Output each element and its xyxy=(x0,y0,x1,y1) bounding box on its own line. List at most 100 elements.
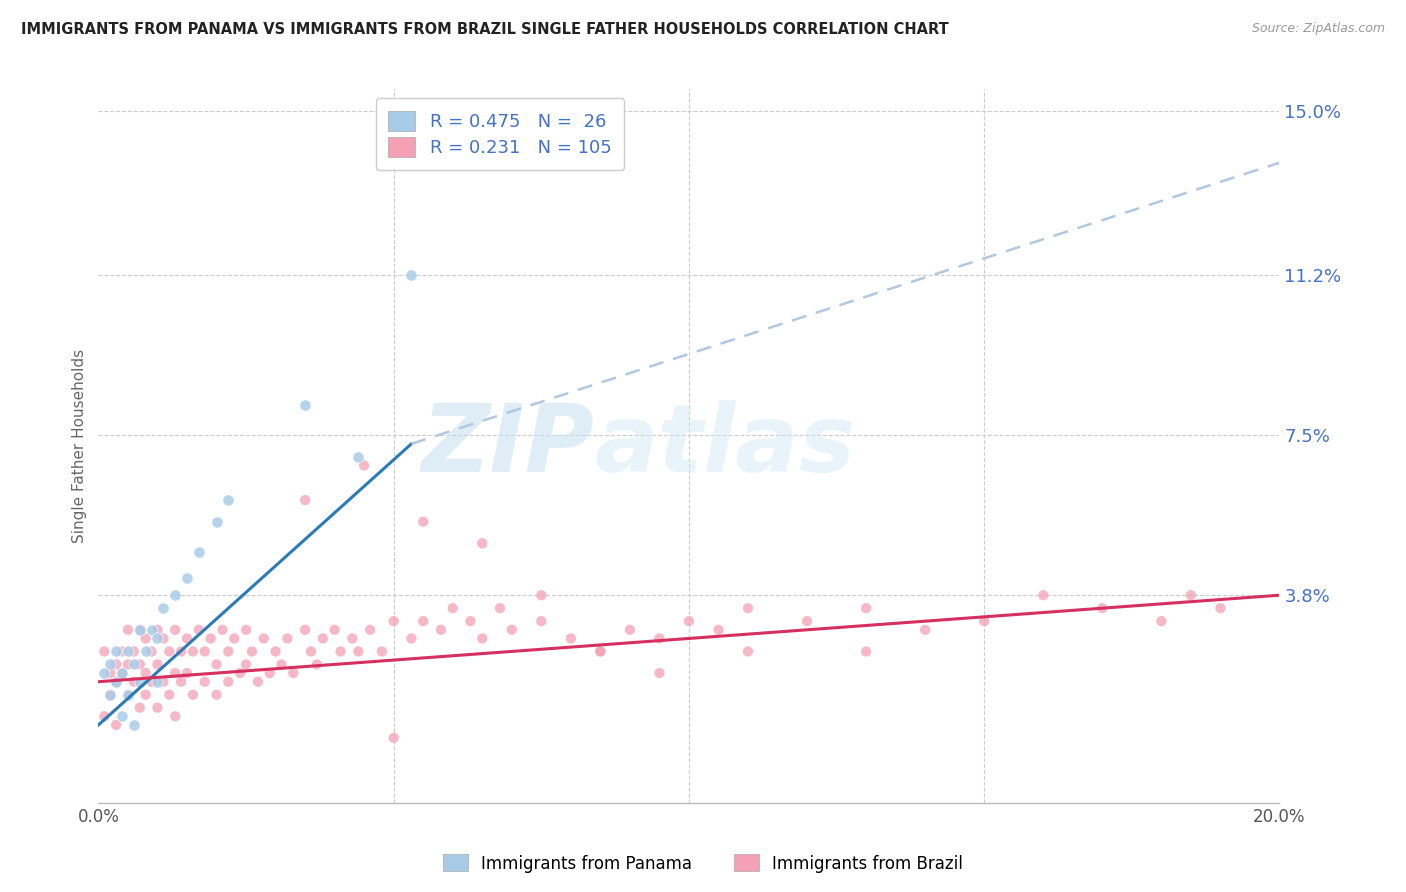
Point xyxy=(1209,601,1232,615)
Text: IMMIGRANTS FROM PANAMA VS IMMIGRANTS FROM BRAZIL SINGLE FATHER HOUSEHOLDS CORREL: IMMIGRANTS FROM PANAMA VS IMMIGRANTS FRO… xyxy=(21,22,949,37)
Point xyxy=(217,493,239,508)
Point xyxy=(707,623,730,637)
Point xyxy=(471,632,494,646)
Point xyxy=(111,666,134,681)
Point xyxy=(111,709,134,723)
Point xyxy=(187,623,209,637)
Point xyxy=(135,666,157,681)
Point xyxy=(1180,588,1202,602)
Point xyxy=(128,623,150,637)
Point xyxy=(111,644,134,658)
Point xyxy=(1091,601,1114,615)
Point xyxy=(973,614,995,628)
Point xyxy=(347,450,370,464)
Point xyxy=(678,614,700,628)
Point xyxy=(152,674,174,689)
Point xyxy=(146,623,169,637)
Point xyxy=(353,458,375,473)
Point xyxy=(401,268,423,282)
Point xyxy=(93,666,115,681)
Point xyxy=(146,657,169,672)
Point xyxy=(205,515,228,529)
Point xyxy=(796,614,818,628)
Point xyxy=(460,614,482,628)
Point xyxy=(170,644,193,658)
Legend: R = 0.475   N =  26, R = 0.231   N = 105: R = 0.475 N = 26, R = 0.231 N = 105 xyxy=(375,98,624,169)
Point xyxy=(283,666,305,681)
Point xyxy=(117,688,139,702)
Point xyxy=(471,536,494,550)
Point xyxy=(128,700,150,714)
Text: atlas: atlas xyxy=(595,400,856,492)
Point xyxy=(737,644,759,658)
Point xyxy=(412,614,434,628)
Point xyxy=(122,657,145,672)
Point xyxy=(176,571,198,585)
Point xyxy=(111,666,134,681)
Point xyxy=(229,666,252,681)
Point xyxy=(122,718,145,732)
Point xyxy=(648,632,671,646)
Point xyxy=(200,632,222,646)
Point xyxy=(489,601,512,615)
Point xyxy=(98,666,121,681)
Point xyxy=(165,588,187,602)
Point xyxy=(401,632,423,646)
Point xyxy=(224,632,246,646)
Point xyxy=(122,644,145,658)
Point xyxy=(181,688,204,702)
Point xyxy=(152,632,174,646)
Point xyxy=(855,644,877,658)
Text: Source: ZipAtlas.com: Source: ZipAtlas.com xyxy=(1251,22,1385,36)
Point xyxy=(176,666,198,681)
Point xyxy=(305,657,328,672)
Point xyxy=(194,644,217,658)
Point xyxy=(152,601,174,615)
Point xyxy=(205,688,228,702)
Point xyxy=(240,644,263,658)
Point xyxy=(105,718,128,732)
Point xyxy=(98,688,121,702)
Point xyxy=(117,657,139,672)
Point xyxy=(141,674,163,689)
Point xyxy=(165,666,187,681)
Point xyxy=(342,632,364,646)
Point xyxy=(157,644,180,658)
Text: ZIP: ZIP xyxy=(422,400,595,492)
Point xyxy=(530,588,553,602)
Point xyxy=(122,674,145,689)
Point xyxy=(412,515,434,529)
Point xyxy=(128,657,150,672)
Point xyxy=(165,709,187,723)
Y-axis label: Single Father Households: Single Father Households xyxy=(72,349,87,543)
Point xyxy=(135,688,157,702)
Point xyxy=(157,688,180,702)
Point xyxy=(264,644,287,658)
Point xyxy=(117,623,139,637)
Point xyxy=(1032,588,1054,602)
Point xyxy=(737,601,759,615)
Point xyxy=(359,623,381,637)
Point xyxy=(217,674,239,689)
Point xyxy=(382,614,405,628)
Point xyxy=(93,709,115,723)
Point xyxy=(382,731,405,745)
Point xyxy=(648,666,671,681)
Point xyxy=(589,644,612,658)
Point xyxy=(276,632,298,646)
Point xyxy=(347,644,370,658)
Point xyxy=(235,623,257,637)
Point xyxy=(181,644,204,658)
Point xyxy=(128,674,150,689)
Point xyxy=(560,632,582,646)
Point xyxy=(194,674,217,689)
Point xyxy=(270,657,292,672)
Point xyxy=(530,614,553,628)
Point xyxy=(128,623,150,637)
Point xyxy=(246,674,269,689)
Point xyxy=(105,674,128,689)
Point xyxy=(211,623,233,637)
Point xyxy=(235,657,257,672)
Point xyxy=(176,632,198,646)
Point xyxy=(589,644,612,658)
